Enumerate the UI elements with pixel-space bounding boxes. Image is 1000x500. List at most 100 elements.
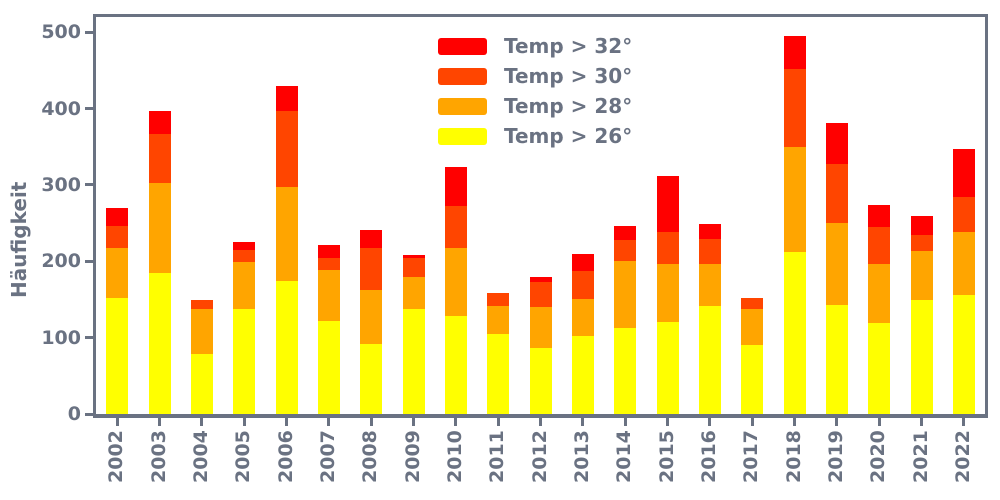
bar-2013 (571, 253, 594, 414)
x-tick-mark (158, 418, 161, 426)
bar-2022 (952, 149, 975, 414)
legend-swatch-temp-26-icon (438, 127, 487, 145)
x-tick-label-2009: 2009 (401, 430, 424, 483)
bar-segment-2013-32 (571, 253, 594, 271)
x-tick-mark (327, 418, 331, 426)
bar-segment-2003-30 (148, 133, 171, 184)
bar-segment-2020-30 (868, 226, 891, 265)
x-tick-label-2002: 2002 (105, 430, 128, 483)
bar-2014 (614, 226, 637, 414)
x-tick-label-2013: 2013 (570, 430, 593, 483)
legend-item: Temp > 32° (438, 31, 632, 61)
bar-2018 (783, 36, 806, 414)
x-tick-mark (369, 418, 373, 426)
bar-segment-2019-26 (825, 304, 848, 414)
x-tick-mark (285, 418, 288, 426)
bar-segment-2022-28 (952, 232, 975, 295)
y-tick-label-500: 500 (41, 21, 81, 44)
bar-segment-2015-32 (656, 175, 679, 232)
bar-2019 (825, 123, 848, 414)
bar-segment-2003-26 (148, 272, 171, 414)
bar-segment-2007-32 (317, 245, 340, 259)
bar-2010 (444, 166, 467, 414)
x-tick-label-2004: 2004 (189, 430, 212, 483)
bar-segment-2009-32 (402, 255, 425, 259)
x-tick-mark (962, 418, 966, 426)
bar-segment-2002-30 (106, 226, 129, 248)
bar-segment-2018-32 (783, 36, 806, 69)
bar-segment-2005-30 (233, 249, 256, 263)
bar-segment-2019-30 (825, 163, 848, 224)
legend-label: Temp > 32° (504, 34, 633, 58)
x-tick-label-2010: 2010 (443, 430, 466, 483)
legend-swatch-temp-32-icon (438, 37, 487, 55)
bar-segment-2014-32 (614, 226, 637, 240)
bar-segment-2015-28 (656, 264, 679, 323)
x-tick-mark (708, 418, 712, 426)
bar-2015 (656, 175, 679, 414)
x-tick-label-2015: 2015 (655, 430, 678, 483)
bar-segment-2006-32 (275, 85, 298, 111)
x-tick-mark (666, 418, 669, 426)
x-tick-mark (454, 418, 458, 426)
x-tick-label-2011: 2011 (486, 430, 509, 483)
bar-segment-2014-30 (614, 239, 637, 262)
bar-segment-2004-28 (190, 308, 213, 355)
bar-segment-2013-30 (571, 270, 594, 299)
bar-segment-2007-28 (317, 270, 340, 321)
legend-item: Temp > 26° (438, 121, 632, 151)
bar-segment-2016-28 (698, 264, 721, 307)
bar-segment-2006-28 (275, 187, 298, 282)
bar-segment-2017-26 (741, 345, 764, 414)
bar-segment-2010-26 (444, 316, 467, 414)
bar-segment-2007-30 (317, 258, 340, 271)
bar-segment-2018-30 (783, 68, 806, 147)
bar-segment-2006-30 (275, 110, 298, 188)
bar-segment-2003-28 (148, 183, 171, 273)
bar-2009 (402, 255, 425, 414)
x-tick-mark (581, 418, 585, 426)
bar-segment-2009-26 (402, 309, 425, 414)
bar-segment-2004-26 (190, 354, 213, 414)
x-tick-mark (200, 418, 204, 426)
y-tick-mark (85, 259, 93, 263)
bar-segment-2005-28 (233, 262, 256, 310)
bar-segment-2013-28 (571, 298, 594, 337)
bar-2004 (190, 299, 213, 414)
x-tick-mark (793, 418, 796, 426)
bar-segment-2021-30 (910, 235, 933, 252)
y-tick-label-400: 400 (41, 97, 81, 120)
bar-segment-2016-26 (698, 306, 721, 414)
legend-label: Temp > 28° (504, 94, 633, 118)
x-tick-label-2021: 2021 (909, 430, 932, 483)
bar-segment-2011-26 (487, 333, 510, 414)
legend-swatch-temp-28-icon (438, 97, 487, 115)
bar-segment-2017-30 (741, 297, 764, 309)
bar-segment-2018-26 (783, 252, 806, 414)
bar-2008 (360, 230, 383, 414)
bar-segment-2005-32 (233, 242, 256, 250)
bar-segment-2020-28 (868, 264, 891, 324)
bar-segment-2019-28 (825, 223, 848, 305)
bar-segment-2022-30 (952, 197, 975, 233)
bar-segment-2008-32 (360, 230, 383, 248)
legend: Temp > 32° Temp > 30° Temp > 28° Temp > … (438, 31, 632, 151)
bar-segment-2005-26 (233, 309, 256, 414)
x-tick-label-2020: 2020 (867, 430, 890, 483)
x-tick-label-2008: 2008 (359, 430, 382, 483)
x-tick-mark (835, 418, 839, 426)
bar-2012 (529, 276, 552, 414)
y-tick-label-0: 0 (67, 403, 81, 425)
y-tick-label-200: 200 (41, 250, 81, 273)
x-tick-label-2003: 2003 (147, 430, 170, 483)
bar-segment-2012-26 (529, 348, 552, 414)
bar-segment-2002-26 (106, 297, 129, 414)
bar-segment-2013-26 (571, 336, 594, 414)
bar-segment-2020-32 (868, 204, 891, 227)
bar-segment-2008-28 (360, 290, 383, 344)
legend-item: Temp > 30° (438, 61, 632, 91)
x-tick-label-2014: 2014 (613, 430, 636, 483)
legend-label: Temp > 26° (504, 124, 633, 148)
bar-2006 (275, 85, 298, 414)
